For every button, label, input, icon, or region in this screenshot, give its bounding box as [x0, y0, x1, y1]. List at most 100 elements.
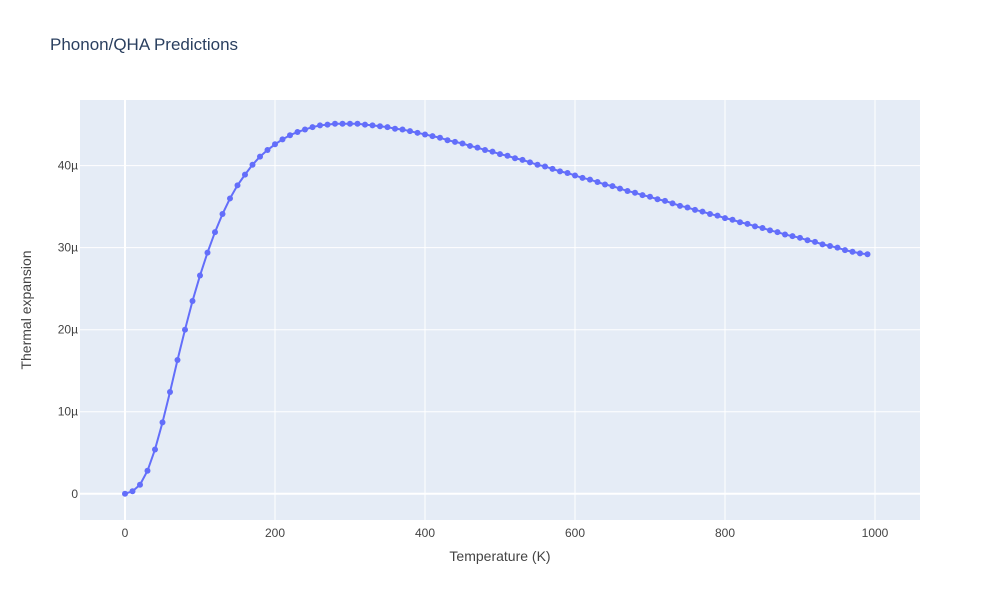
data-point[interactable] — [812, 238, 818, 245]
data-point[interactable] — [579, 174, 586, 181]
data-point[interactable] — [287, 132, 293, 139]
data-point[interactable] — [834, 244, 841, 251]
data-point[interactable] — [234, 182, 241, 189]
data-point[interactable] — [857, 250, 863, 257]
data-point[interactable] — [744, 220, 751, 227]
data-point[interactable] — [624, 188, 631, 195]
data-point[interactable] — [804, 237, 811, 244]
data-point[interactable] — [534, 161, 541, 168]
data-point[interactable] — [174, 357, 181, 364]
data-point[interactable] — [152, 446, 158, 453]
data-point[interactable] — [609, 183, 616, 190]
data-point[interactable] — [437, 134, 443, 141]
data-point[interactable] — [542, 163, 548, 170]
data-point[interactable] — [362, 121, 368, 128]
data-point[interactable] — [752, 223, 758, 230]
data-point[interactable] — [137, 481, 143, 488]
data-point[interactable] — [302, 126, 308, 133]
data-point[interactable] — [729, 216, 736, 223]
data-point[interactable] — [774, 229, 781, 236]
data-point[interactable] — [309, 124, 316, 131]
data-point[interactable] — [759, 224, 766, 231]
data-point[interactable] — [549, 165, 556, 172]
data-point[interactable] — [722, 215, 728, 222]
data-point[interactable] — [647, 193, 653, 200]
data-point[interactable] — [827, 243, 833, 250]
data-point[interactable] — [564, 170, 571, 177]
data-point[interactable] — [489, 148, 496, 155]
data-point[interactable] — [264, 147, 271, 154]
data-point[interactable] — [189, 297, 196, 304]
data-point[interactable] — [227, 195, 233, 202]
data-point[interactable] — [459, 140, 466, 147]
data-point[interactable] — [204, 249, 211, 256]
data-point[interactable] — [707, 211, 713, 218]
data-point[interactable] — [272, 141, 278, 148]
data-point[interactable] — [339, 120, 346, 127]
data-point[interactable] — [354, 120, 361, 127]
data-point[interactable] — [497, 151, 503, 158]
data-point[interactable] — [662, 197, 668, 204]
data-point[interactable] — [407, 128, 413, 135]
data-point[interactable] — [197, 272, 203, 279]
data-point[interactable] — [122, 490, 128, 497]
data-point[interactable] — [669, 200, 676, 207]
data-point[interactable] — [474, 144, 481, 151]
data-point[interactable] — [399, 126, 406, 133]
data-point[interactable] — [797, 234, 803, 241]
data-point[interactable] — [677, 202, 683, 209]
data-point[interactable] — [167, 389, 173, 396]
data-point[interactable] — [392, 125, 398, 132]
data-point[interactable] — [347, 120, 353, 127]
data-point[interactable] — [159, 419, 166, 426]
data-point[interactable] — [294, 128, 301, 135]
data-point[interactable] — [444, 137, 451, 144]
data-point[interactable] — [414, 129, 421, 136]
data-point[interactable] — [819, 241, 826, 248]
data-point[interactable] — [504, 152, 511, 159]
data-point[interactable] — [587, 176, 593, 183]
data-point[interactable] — [317, 122, 323, 129]
data-point[interactable] — [182, 326, 188, 333]
data-point[interactable] — [692, 206, 698, 213]
data-point[interactable] — [617, 185, 623, 192]
data-point[interactable] — [527, 159, 533, 166]
data-point[interactable] — [684, 204, 691, 211]
data-point[interactable] — [842, 247, 848, 254]
data-point[interactable] — [219, 211, 226, 218]
data-point[interactable] — [482, 147, 488, 154]
data-point[interactable] — [452, 138, 458, 145]
data-point[interactable] — [519, 156, 526, 163]
data-point[interactable] — [864, 251, 871, 258]
data-point[interactable] — [377, 123, 383, 130]
data-point[interactable] — [767, 227, 773, 234]
data-point[interactable] — [212, 229, 218, 236]
data-point[interactable] — [789, 233, 796, 240]
data-point[interactable] — [467, 142, 473, 149]
data-point[interactable] — [512, 155, 518, 162]
data-point[interactable] — [324, 121, 331, 128]
data-point[interactable] — [429, 133, 436, 140]
data-point[interactable] — [249, 161, 256, 168]
data-point[interactable] — [129, 488, 136, 495]
data-point[interactable] — [714, 212, 721, 219]
data-point[interactable] — [422, 131, 428, 138]
data-point[interactable] — [332, 120, 338, 127]
data-point[interactable] — [849, 248, 856, 255]
data-point[interactable] — [594, 179, 601, 186]
data-point[interactable] — [384, 124, 391, 131]
data-point[interactable] — [257, 153, 263, 160]
data-point[interactable] — [242, 171, 248, 178]
data-point[interactable] — [699, 208, 706, 215]
data-point[interactable] — [557, 168, 563, 175]
data-point[interactable] — [279, 136, 286, 143]
data-point[interactable] — [737, 219, 743, 226]
data-point[interactable] — [369, 122, 376, 129]
data-point[interactable] — [144, 467, 151, 474]
data-point[interactable] — [639, 192, 646, 199]
data-point[interactable] — [632, 189, 638, 196]
data-point[interactable] — [782, 231, 788, 238]
data-point[interactable] — [572, 172, 578, 179]
data-point[interactable] — [602, 181, 608, 188]
data-point[interactable] — [654, 196, 661, 203]
